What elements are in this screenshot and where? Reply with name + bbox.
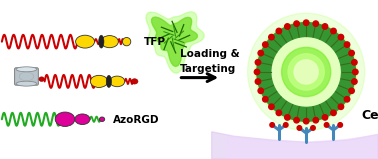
Circle shape xyxy=(258,50,263,56)
Circle shape xyxy=(294,118,299,123)
Circle shape xyxy=(349,88,354,93)
Circle shape xyxy=(254,69,260,75)
Circle shape xyxy=(258,88,263,93)
Circle shape xyxy=(352,60,357,65)
Circle shape xyxy=(311,126,315,130)
Circle shape xyxy=(324,123,329,127)
Circle shape xyxy=(331,110,336,116)
Circle shape xyxy=(338,34,344,40)
Circle shape xyxy=(263,42,268,47)
Circle shape xyxy=(313,21,319,26)
Circle shape xyxy=(322,115,328,120)
Circle shape xyxy=(288,54,324,90)
Ellipse shape xyxy=(110,76,125,87)
Polygon shape xyxy=(227,134,378,159)
Circle shape xyxy=(285,115,290,120)
Circle shape xyxy=(269,104,274,109)
Circle shape xyxy=(255,21,357,123)
Circle shape xyxy=(304,20,309,25)
Text: Targeting: Targeting xyxy=(180,64,236,74)
Circle shape xyxy=(338,123,342,127)
Text: Cell: Cell xyxy=(361,109,378,122)
Ellipse shape xyxy=(90,75,108,87)
Ellipse shape xyxy=(101,36,118,48)
Circle shape xyxy=(344,97,350,102)
Polygon shape xyxy=(212,132,378,159)
Circle shape xyxy=(353,69,358,75)
Ellipse shape xyxy=(106,75,112,87)
Circle shape xyxy=(297,126,302,130)
Circle shape xyxy=(313,118,319,123)
Ellipse shape xyxy=(99,35,104,48)
Circle shape xyxy=(285,24,290,29)
FancyBboxPatch shape xyxy=(14,68,39,85)
Circle shape xyxy=(269,34,274,40)
Text: TFP: TFP xyxy=(144,37,166,47)
Circle shape xyxy=(352,79,357,84)
Text: AzoRGD: AzoRGD xyxy=(113,115,160,125)
Circle shape xyxy=(248,13,365,131)
Circle shape xyxy=(294,21,299,26)
Ellipse shape xyxy=(16,67,37,72)
Circle shape xyxy=(344,42,350,47)
Ellipse shape xyxy=(131,79,138,84)
Circle shape xyxy=(322,24,328,29)
Text: Loading &: Loading & xyxy=(180,49,239,59)
Circle shape xyxy=(304,118,309,124)
Circle shape xyxy=(255,79,261,84)
Circle shape xyxy=(338,104,344,109)
Polygon shape xyxy=(146,12,204,73)
Circle shape xyxy=(270,123,274,127)
Circle shape xyxy=(276,110,282,116)
Ellipse shape xyxy=(55,112,75,126)
Circle shape xyxy=(282,47,331,97)
Polygon shape xyxy=(152,17,197,66)
Circle shape xyxy=(255,60,261,65)
Ellipse shape xyxy=(76,35,94,48)
Circle shape xyxy=(294,60,318,84)
Circle shape xyxy=(331,28,336,34)
Ellipse shape xyxy=(99,117,105,121)
Ellipse shape xyxy=(39,77,44,81)
Circle shape xyxy=(263,97,268,102)
Circle shape xyxy=(276,28,282,34)
Ellipse shape xyxy=(16,81,37,86)
Ellipse shape xyxy=(75,114,90,124)
Circle shape xyxy=(284,123,288,127)
Circle shape xyxy=(349,50,354,56)
Ellipse shape xyxy=(122,38,131,46)
